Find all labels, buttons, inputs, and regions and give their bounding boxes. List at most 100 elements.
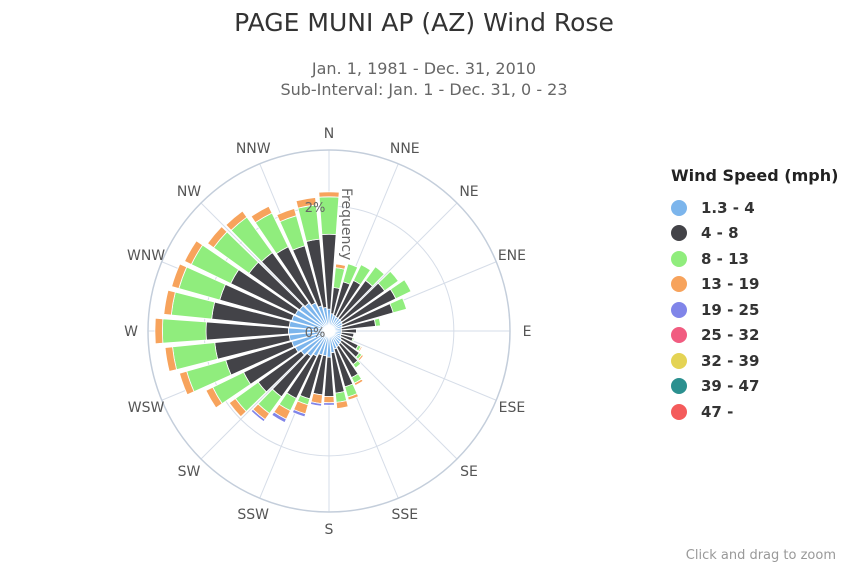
- bar-60deg-8-13: [389, 279, 412, 300]
- compass-label-n: N: [324, 126, 334, 142]
- bar-270deg-13-19: [154, 317, 164, 345]
- outer-ring: [147, 149, 511, 513]
- legend-label: 25 - 32: [701, 326, 760, 345]
- legend-label: 1.3 - 4: [701, 198, 755, 217]
- legend-swatch: [671, 199, 687, 216]
- bar-200deg-19-25: [291, 409, 307, 418]
- bar-0deg-13-19: [318, 191, 340, 198]
- bar-350deg-13-19: [295, 197, 317, 209]
- bar-330deg-13-19: [250, 205, 273, 224]
- legend-swatch: [671, 327, 687, 344]
- compass-label-w: W: [124, 324, 138, 340]
- bar-40deg-8-13: [364, 266, 385, 287]
- compass-label-se: SE: [460, 464, 478, 480]
- compass-label-e: E: [523, 324, 532, 340]
- legend-item[interactable]: 13 - 19: [671, 272, 838, 298]
- bar-280deg-13-19: [163, 289, 176, 316]
- chart-subtitle: Jan. 1, 1981 - Dec. 31, 2010 Sub-Interva…: [0, 58, 848, 100]
- subtitle-date-range: Jan. 1, 1981 - Dec. 31, 2010: [311, 59, 537, 78]
- legend-title: Wind Speed (mph): [671, 166, 839, 185]
- bar-100deg-4-8: [340, 331, 355, 338]
- bar-170deg-13-19: [335, 400, 349, 410]
- bar-250deg-13-19: [178, 370, 195, 396]
- legend-item[interactable]: 19 - 25: [671, 297, 838, 323]
- legend-swatch: [671, 352, 687, 369]
- bar-110deg-8-13: [351, 337, 355, 343]
- bar-220deg-19-25: [250, 408, 266, 423]
- legend-item[interactable]: 32 - 39: [671, 348, 838, 374]
- legend-item[interactable]: 47 -: [671, 399, 838, 425]
- grid-spoke: [200, 202, 330, 332]
- radial-tick-label: 0%: [305, 326, 326, 341]
- bar-10deg-13-19: [334, 263, 347, 270]
- radial-axis-title: Frequency: [338, 188, 354, 260]
- legend-label: 39 - 47: [701, 377, 760, 396]
- bar-130deg-13-19: [357, 354, 364, 362]
- bar-270deg-8-13: [161, 318, 207, 344]
- legend-items: 1.3 - 4 4 - 8 8 - 13 13 - 19 19 - 25 25 - 32 3…: [671, 195, 838, 425]
- legend-swatch: [671, 225, 687, 242]
- bar-320deg-13-19: [225, 210, 248, 231]
- legend-swatch: [671, 250, 687, 267]
- bar-50deg-8-13: [377, 270, 399, 292]
- bar-120deg-13-19: [357, 345, 363, 353]
- compass-label-sse: SSE: [391, 507, 418, 523]
- bar-290deg-13-19: [171, 263, 188, 290]
- legend-label: 32 - 39: [701, 351, 760, 370]
- compass-label-ne: NE: [459, 184, 478, 200]
- legend-swatch: [671, 378, 687, 395]
- compass-label-ese: ESE: [499, 400, 526, 416]
- legend-item[interactable]: 4 - 8: [671, 221, 838, 247]
- bar-340deg-13-19: [276, 207, 297, 223]
- grid-spoke: [328, 202, 458, 332]
- bar-80deg-8-13: [373, 317, 381, 327]
- legend-item[interactable]: 39 - 47: [671, 374, 838, 400]
- bar-70deg-8-13: [389, 297, 407, 314]
- grid-spoke: [328, 330, 458, 460]
- compass-label-nw: NW: [177, 184, 201, 200]
- legend-label: 13 - 19: [701, 275, 760, 294]
- bar-180deg-19-25: [323, 402, 335, 406]
- legend-item[interactable]: 8 - 13: [671, 246, 838, 272]
- legend-item[interactable]: 1.3 - 4: [671, 195, 838, 221]
- bar-190deg-19-25: [309, 401, 323, 407]
- legend-label: 8 - 13: [701, 249, 749, 268]
- bar-230deg-13-19: [228, 397, 247, 418]
- grid-spoke: [328, 330, 497, 401]
- bar-20deg-8-13: [342, 263, 359, 285]
- legend-item[interactable]: 25 - 32: [671, 323, 838, 349]
- legend-swatch: [671, 276, 687, 293]
- compass-label-nne: NNE: [390, 141, 420, 157]
- compass-label-sw: SW: [178, 464, 201, 480]
- grid-spoke: [200, 330, 330, 460]
- subtitle-sub-interval: Sub-Interval: Jan. 1 - Dec. 31, 0 - 23: [280, 80, 568, 99]
- bar-140deg-8-13: [352, 359, 362, 369]
- bar-310deg-13-19: [206, 226, 228, 249]
- bar-210deg-19-25: [271, 411, 287, 424]
- chart-title: PAGE MUNI AP (AZ) Wind Rose: [234, 8, 614, 37]
- bar-240deg-13-19: [205, 386, 223, 409]
- compass-label-nnw: NNW: [236, 141, 271, 157]
- legend-swatch: [671, 403, 687, 420]
- radial-tick-label: 2%: [305, 201, 326, 216]
- bars: [154, 191, 412, 424]
- bar-300deg-13-19: [184, 240, 204, 265]
- compass-label-wnw: WNW: [127, 248, 165, 264]
- legend-label: 19 - 25: [701, 300, 760, 319]
- compass-label-s: S: [325, 522, 334, 538]
- zoom-hint: Click and drag to zoom: [685, 548, 836, 563]
- bar-90deg-4-8: [341, 328, 357, 334]
- compass-label-ene: ENE: [498, 248, 526, 264]
- bar-180deg-13-19: [323, 395, 335, 404]
- bar-160deg-13-19: [347, 393, 359, 401]
- legend-label: 4 - 8: [701, 224, 739, 243]
- bar-260deg-13-19: [164, 346, 178, 372]
- compass-label-wsw: WSW: [128, 400, 165, 416]
- bar-30deg-8-13: [352, 264, 371, 286]
- legend-swatch: [671, 301, 687, 318]
- compass-label-ssw: SSW: [237, 507, 269, 523]
- legend-label: 47 -: [701, 402, 734, 421]
- bar-150deg-13-19: [353, 378, 364, 387]
- legend: Wind Speed (mph) 1.3 - 4 4 - 8 8 - 13 13 - …: [671, 166, 838, 425]
